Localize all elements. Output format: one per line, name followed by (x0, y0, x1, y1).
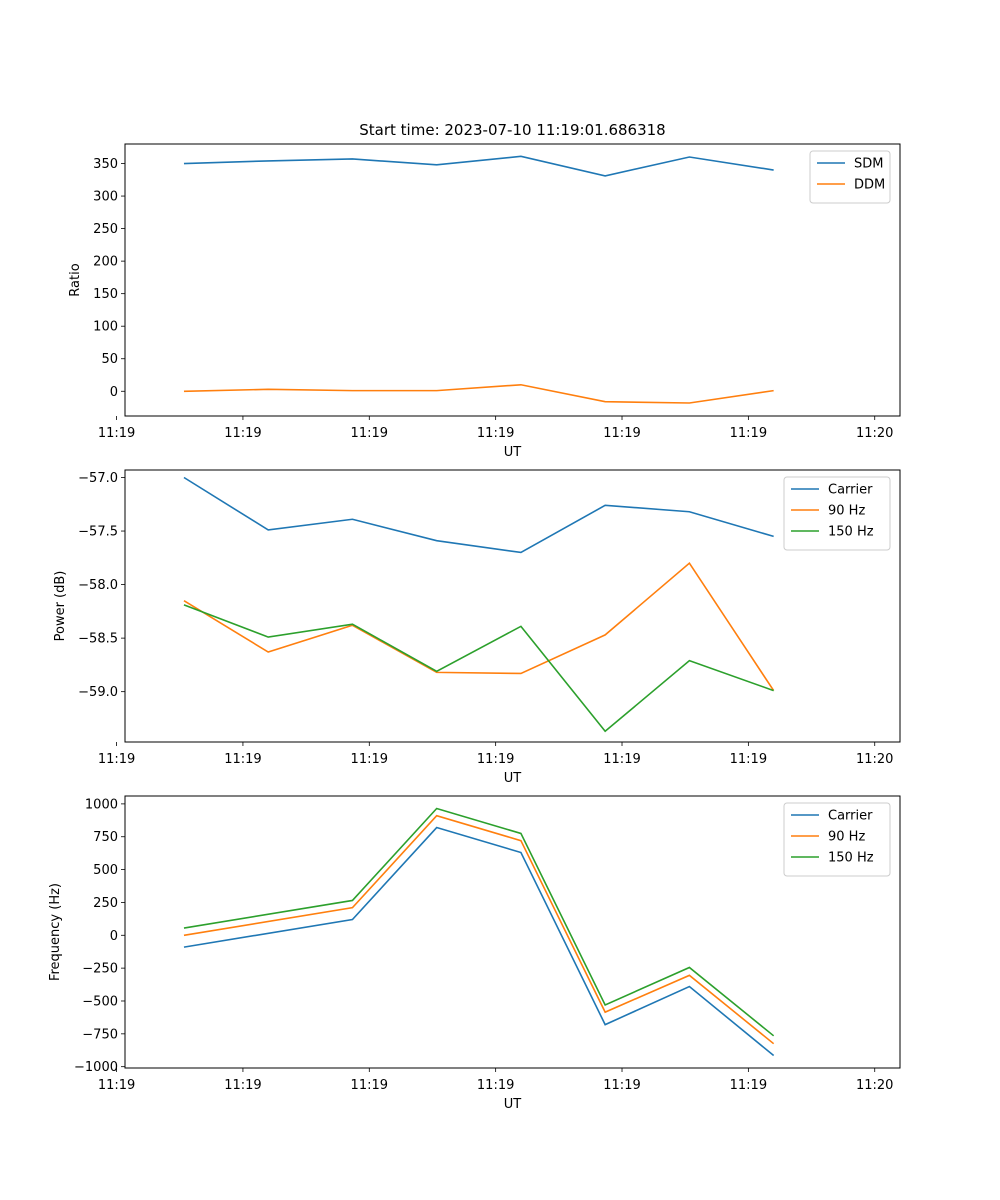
legend: Carrier 90 Hz 150 Hz (783, 476, 891, 551)
x-tick-label: 11:19 (224, 1078, 261, 1093)
series-line-carrier (183, 476, 774, 554)
y-axis-label: Frequency (Hz) (48, 883, 63, 981)
series-line-carrier (183, 826, 775, 1057)
series-line-150-hz (183, 807, 775, 1037)
chart-title: Start time: 2023-07-10 11:19:01.686318 (359, 121, 665, 139)
x-tick-label: 11:19 (477, 1078, 514, 1093)
y-tick-label: −750 (82, 1027, 118, 1042)
chart-2: 11:19 11:19 11:19 11:19 11:19 11:19 11:20 −59.0… (53, 469, 901, 786)
y-axis-label: Power (dB) (53, 571, 68, 642)
legend-label: 90 Hz (828, 830, 865, 845)
legend: Carrier 90 Hz 150 Hz (783, 802, 891, 877)
x-axis-label: UT (504, 771, 522, 786)
x-tick-label: 11:19 (224, 426, 261, 441)
y-tick-label: 750 (93, 830, 118, 845)
x-tick-label: 11:19 (603, 752, 640, 767)
y-tick-label: 100 (93, 320, 118, 335)
y-tick-label: −500 (82, 994, 118, 1009)
x-tick-label: 11:19 (603, 1078, 640, 1093)
x-tick-label: 11:20 (856, 1078, 893, 1093)
series-line-150-hz (183, 604, 774, 733)
legend-label: 90 Hz (828, 504, 865, 519)
y-tick-label: 250 (93, 896, 118, 911)
x-axis-label: UT (504, 1097, 522, 1112)
y-axis-label: Ratio (68, 263, 83, 296)
legend: SDM DDM (809, 150, 891, 204)
x-tick-label: 11:19 (730, 752, 767, 767)
legend-label: DDM (854, 178, 885, 193)
legend-label: 150 Hz (828, 851, 874, 866)
x-tick-label: 11:19 (224, 752, 261, 767)
y-tick-label: −59.0 (78, 685, 118, 700)
y-tick-label: 0 (110, 385, 118, 400)
y-tick-label: −57.0 (78, 471, 118, 486)
y-tick-label: 200 (93, 255, 118, 270)
x-axis-label: UT (504, 445, 522, 460)
y-tick-label: 150 (93, 287, 118, 302)
y-tick-label: −57.5 (78, 525, 118, 540)
x-tick-label: 11:19 (351, 1078, 388, 1093)
axes-frame (124, 469, 901, 743)
x-tick-label: 11:19 (477, 426, 514, 441)
x-tick-label: 11:19 (603, 426, 640, 441)
series-line-90-hz (183, 561, 775, 692)
y-tick-label: 500 (93, 863, 118, 878)
series-line-90-hz (183, 814, 775, 1045)
legend-label: Carrier (828, 809, 873, 824)
x-tick-label: 11:19 (98, 426, 135, 441)
axes-frame (124, 795, 901, 1069)
x-tick-label: 11:19 (351, 426, 388, 441)
chart-1: 11:19 11:19 11:19 11:19 11:19 11:19 11:20 0 50 10… (68, 121, 901, 460)
y-tick-label: 0 (110, 929, 118, 944)
chart-3: 11:19 11:19 11:19 11:19 11:19 11:19 11:20 −1000… (48, 795, 901, 1112)
axes-frame (124, 143, 901, 417)
x-tick-label: 11:19 (351, 752, 388, 767)
legend-label: 150 Hz (828, 525, 874, 540)
y-tick-label: −58.0 (78, 578, 118, 593)
legend-box (809, 150, 891, 204)
series-line-sdm (183, 155, 774, 177)
y-tick-label: −250 (82, 962, 118, 977)
legend-label: Carrier (828, 483, 873, 498)
y-tick-label: −58.5 (78, 632, 118, 647)
y-tick-label: 300 (93, 190, 118, 205)
x-tick-label: 11:19 (730, 426, 767, 441)
series-line-ddm (183, 383, 774, 404)
y-tick-label: −1000 (74, 1060, 118, 1075)
x-tick-label: 11:20 (856, 426, 893, 441)
x-tick-label: 11:19 (477, 752, 514, 767)
x-tick-label: 11:19 (98, 1078, 135, 1093)
y-tick-label: 1000 (85, 797, 118, 812)
y-tick-label: 50 (101, 352, 118, 367)
legend-label: SDM (854, 157, 883, 172)
y-tick-label: 250 (93, 222, 118, 237)
x-tick-label: 11:20 (856, 752, 893, 767)
y-tick-label: 350 (93, 157, 118, 172)
x-tick-label: 11:19 (98, 752, 135, 767)
x-tick-label: 11:19 (730, 1078, 767, 1093)
